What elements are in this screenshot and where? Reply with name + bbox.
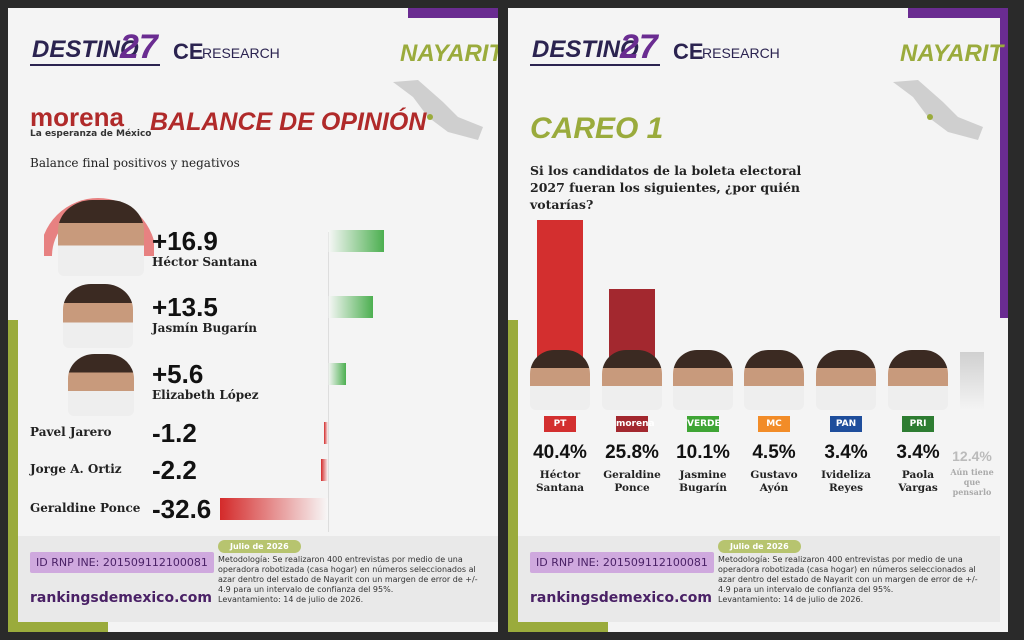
photo [530, 350, 590, 410]
category-label: Jasmín Bugarín [152, 321, 258, 335]
bar [328, 230, 384, 252]
bar [320, 459, 328, 481]
brand: DESTINO [532, 36, 639, 63]
accent [508, 622, 608, 632]
party-motto: La esperanza de México [30, 129, 152, 139]
photo [816, 350, 876, 410]
brand: DESTINO [32, 36, 139, 63]
partner: RESEARCH [702, 45, 780, 61]
bar [960, 351, 984, 410]
accent [408, 8, 498, 18]
panel: DESTINO 27 CE RESEARCH NAYARIT ID RNP INE: 20… [8, 8, 498, 632]
value-label: +16.9 [152, 226, 218, 256]
category-label: Geraldine Ponce [603, 469, 661, 494]
category-label: Geraldine Ponce [30, 501, 141, 515]
value-label: 3.4% [896, 442, 940, 463]
bar [220, 498, 328, 520]
region: NAYARIT [900, 40, 1004, 67]
brand-number: 27 [620, 28, 658, 66]
methodology: Metodología: Se realizaron 400 entrevist… [218, 555, 478, 594]
value-label: +5.6 [152, 359, 204, 389]
category-label: Pavel Jarero [30, 425, 112, 439]
photo [63, 284, 133, 348]
chart-title: CAREO 1 [530, 112, 664, 145]
value-label: -2.2 [152, 455, 197, 485]
partner: RESEARCH [202, 45, 280, 61]
map [393, 80, 483, 140]
party-logo: PT [544, 416, 576, 432]
party-logo: MC [758, 416, 790, 432]
chart-subtitle: Balance final positivos y negativos [30, 156, 240, 170]
value-label: -1.2 [152, 418, 197, 448]
methodology: Metodología: Se realizaron 400 entrevist… [718, 555, 978, 594]
chart-title: BALANCE DE OPINIÓN [150, 108, 427, 136]
bar [328, 296, 373, 318]
category-label: Ivideliza Reyes [821, 469, 871, 494]
value-label: 40.4% [533, 442, 587, 463]
photo [888, 350, 948, 410]
photo [68, 354, 134, 416]
brand-number: 27 [120, 28, 158, 66]
rule [30, 64, 160, 66]
category-label: Aún tiene que pensarlo [950, 467, 994, 497]
category-label: Héctor Santana [535, 469, 585, 494]
partner: CE [173, 39, 204, 64]
map [893, 80, 983, 140]
accent [1000, 8, 1008, 318]
accent [8, 320, 18, 632]
partner: CE [673, 39, 704, 64]
category-label: Jasmine Bugarín [679, 469, 727, 494]
category-label: Gustavo Ayón [750, 469, 798, 494]
accent [508, 320, 518, 632]
party-logo: PRI [902, 416, 934, 432]
photo [58, 200, 144, 276]
date-pill: Julio de 2026 [218, 540, 301, 553]
value-label: 10.1% [676, 442, 730, 463]
region: NAYARIT [400, 40, 498, 67]
accent [908, 8, 1008, 18]
category-label: Elizabeth López [152, 388, 259, 402]
survey-date: Levantamiento: 14 de julio de 2026. [218, 595, 364, 604]
id-box: ID RNP INE: 201509112100081 [30, 552, 214, 573]
site: rankingsdemexico.com [30, 590, 212, 606]
value-label: 12.4% [952, 448, 992, 464]
photo [673, 350, 733, 410]
bar [328, 363, 347, 385]
party-logo: VERDE [687, 416, 721, 432]
survey-date: Levantamiento: 14 de julio de 2026. [718, 595, 864, 604]
rule [530, 64, 660, 66]
chart-subtitle: Si los candidatos de la boleta electoral… [530, 163, 802, 212]
site: rankingsdemexico.com [530, 590, 712, 606]
party-logo: morena [616, 416, 655, 432]
category-label: Jorge A. Ortiz [30, 462, 122, 476]
bar [324, 422, 328, 444]
category-label: Héctor Santana [152, 255, 258, 269]
panel: DESTINO 27 CE RESEARCH NAYARIT ID RNP INE: 20… [508, 8, 1008, 632]
value-label: 3.4% [824, 442, 868, 463]
id-box: ID RNP INE: 201509112100081 [530, 552, 714, 573]
value-label: -32.6 [152, 494, 212, 524]
photo [744, 350, 804, 410]
photo [602, 350, 662, 410]
party: morena [30, 102, 124, 132]
value-label: 25.8% [605, 442, 659, 463]
value-label: 4.5% [752, 442, 796, 463]
date-pill: Julio de 2026 [718, 540, 801, 553]
category-label: Paola Vargas [898, 469, 938, 494]
value-label: +13.5 [152, 292, 218, 322]
party-logo: PAN [830, 416, 862, 432]
accent [8, 622, 108, 632]
